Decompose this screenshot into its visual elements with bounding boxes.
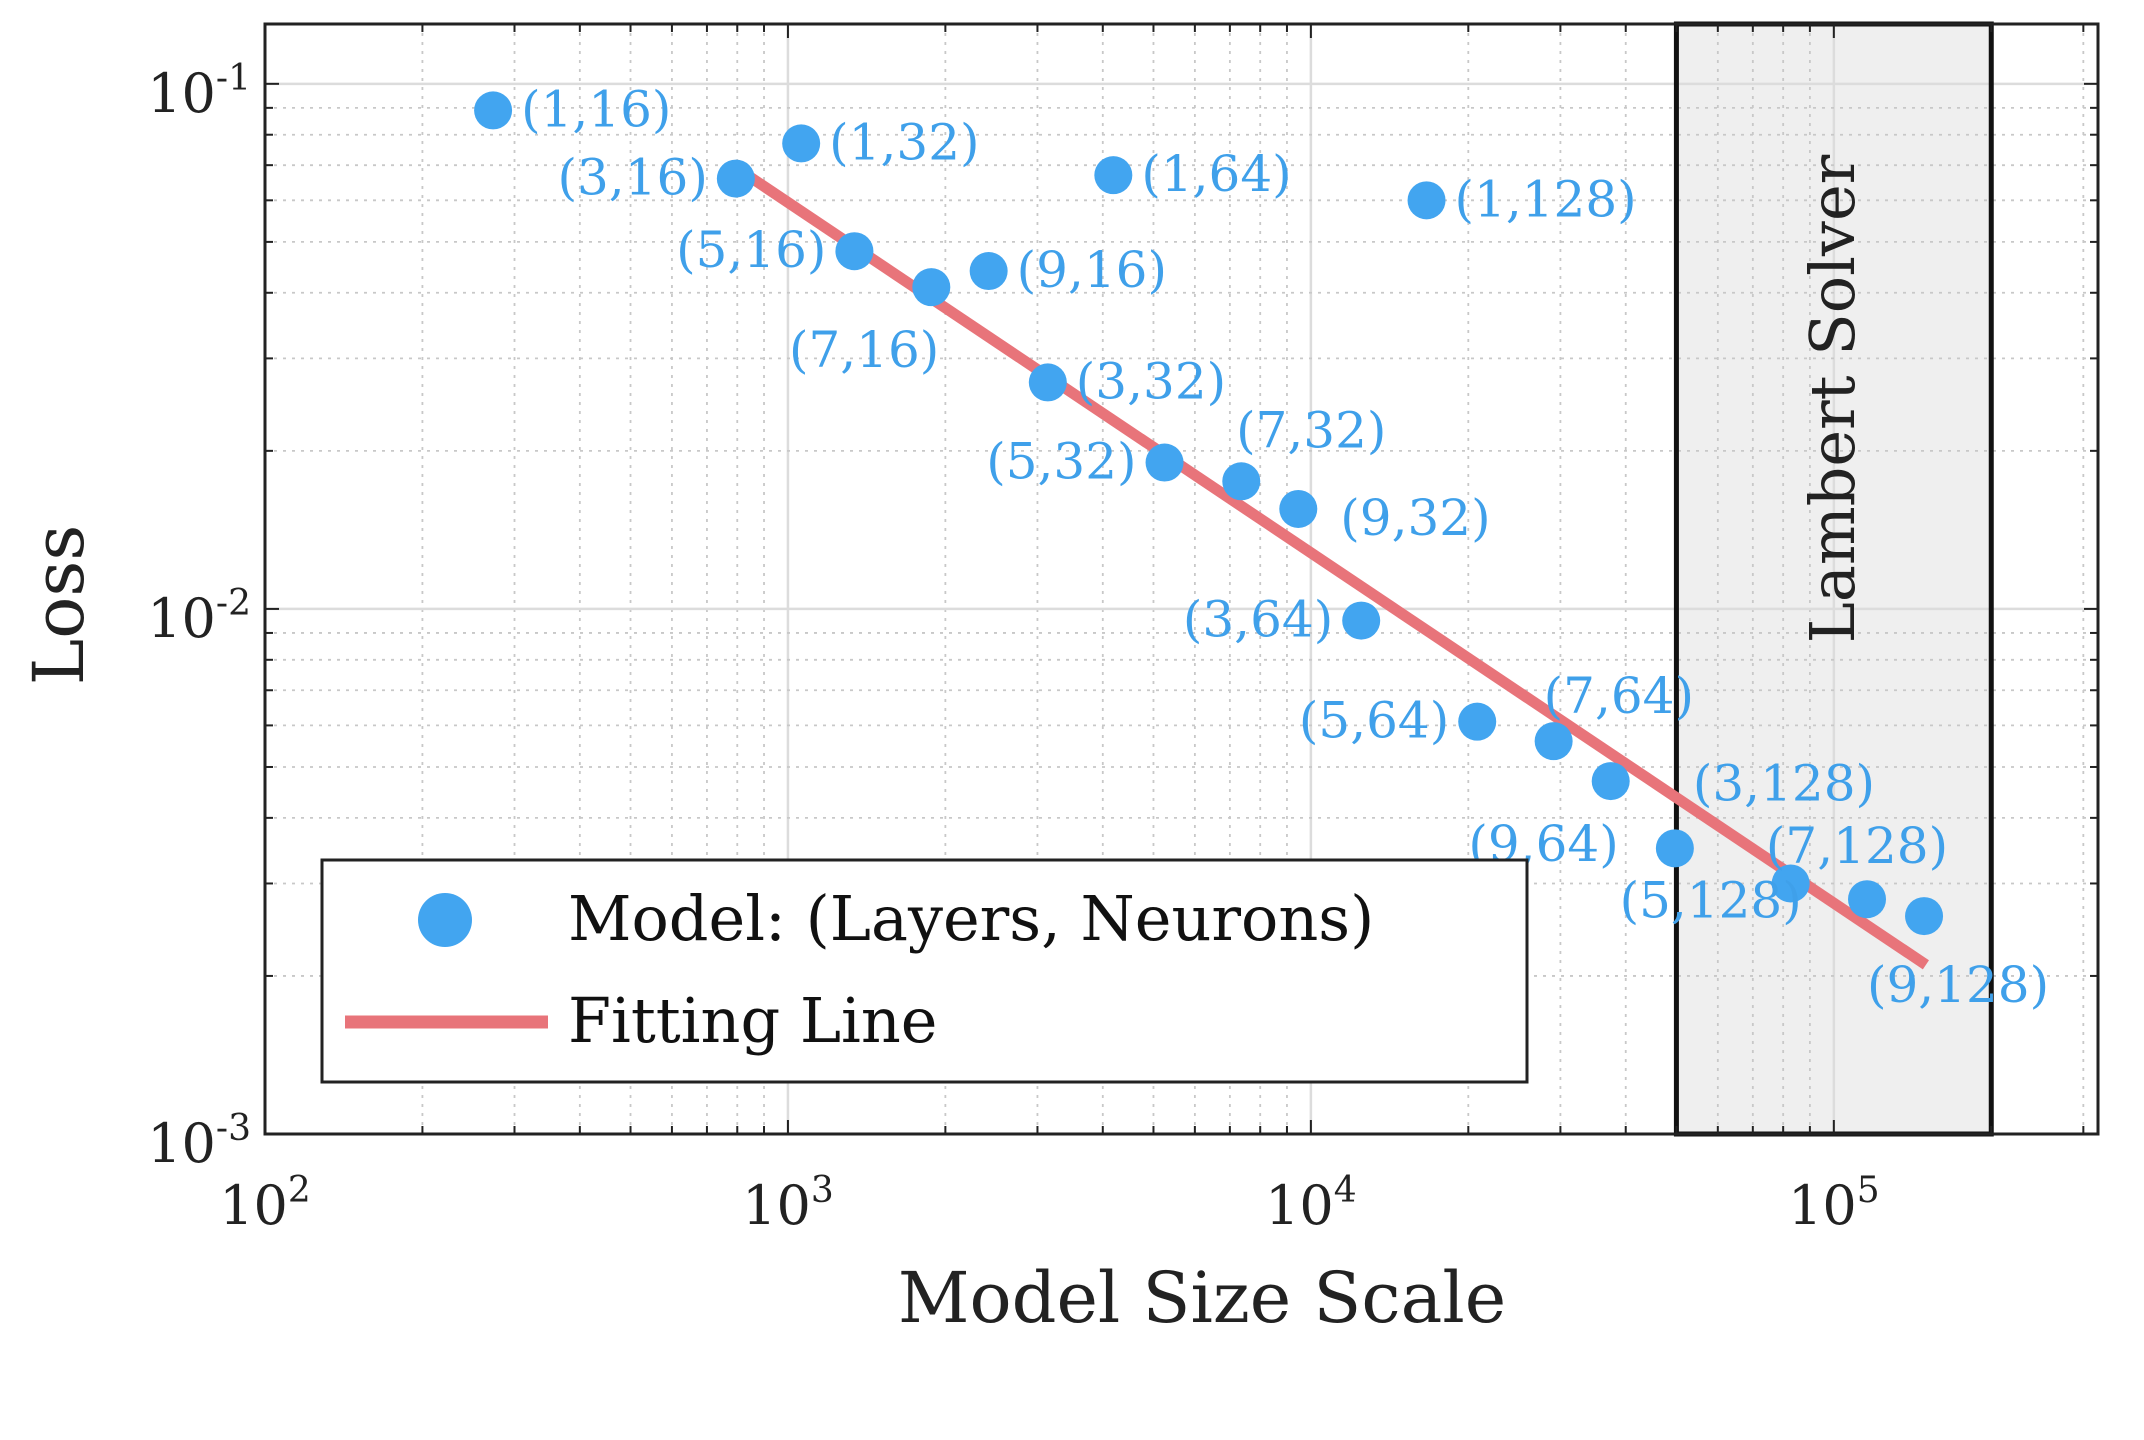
data-point-label: (3,128) xyxy=(1693,754,1875,812)
data-point-label: (3,64) xyxy=(1183,591,1333,649)
data-point xyxy=(1028,363,1067,402)
data-point xyxy=(912,268,951,307)
data-point-label: (1,32) xyxy=(829,113,979,171)
data-point xyxy=(1342,601,1381,640)
data-point xyxy=(1905,897,1944,936)
point-label-layer: (1,16) (1,32) (3,16) (1,64) (1,128) (5,16) (7,… xyxy=(521,80,2049,1014)
data-point-label: (1,16) xyxy=(521,80,671,138)
data-point xyxy=(716,159,755,198)
y-tick-label: 10-1 xyxy=(147,58,251,125)
data-point-label: (9,32) xyxy=(1340,489,1490,547)
data-point-label: (7,128) xyxy=(1766,817,1948,875)
data-point-label: (5,128) xyxy=(1620,871,1802,929)
legend: Model: (Layers, Neurons) Fitting Line xyxy=(320,858,1529,1084)
data-point-label: (9,128) xyxy=(1867,956,2049,1014)
x-tick-label: 104 xyxy=(1265,1170,1357,1237)
data-point xyxy=(1848,880,1887,919)
legend-label-scatter: Model: (Layers, Neurons) xyxy=(568,882,1374,955)
data-point-label: (5,64) xyxy=(1299,692,1449,750)
data-point-label: (9,16) xyxy=(1017,241,1167,299)
x-axis-label: Model Size Scale xyxy=(898,1257,1506,1339)
data-point-label: (3,32) xyxy=(1076,352,1226,410)
legend-box xyxy=(320,858,1529,1084)
data-point xyxy=(835,232,874,271)
data-point xyxy=(1222,462,1261,501)
data-point xyxy=(1534,722,1573,761)
data-point xyxy=(1145,443,1184,482)
lambert-solver-label: Lambert Solver xyxy=(1796,154,1869,643)
data-point-layer xyxy=(474,91,1944,936)
data-point xyxy=(1458,702,1497,741)
x-tick-label: 105 xyxy=(1788,1170,1880,1237)
data-point-label: (7,16) xyxy=(789,321,939,379)
data-point xyxy=(1771,864,1810,903)
data-point xyxy=(1407,181,1446,220)
data-point-label: (7,64) xyxy=(1544,667,1694,725)
axes-frame-layer: Lambert Solver xyxy=(263,21,2100,1137)
data-point xyxy=(782,124,821,163)
data-point-label: (5,32) xyxy=(986,433,1136,491)
data-point xyxy=(1655,829,1694,868)
y-tick-label: 10-2 xyxy=(147,583,251,650)
data-point-label: (7,32) xyxy=(1236,401,1386,459)
data-point-label: (1,64) xyxy=(1141,145,1291,203)
legend-label-line: Fitting Line xyxy=(568,984,937,1057)
data-point-label: (1,128) xyxy=(1455,170,1637,228)
data-point-label: (5,16) xyxy=(676,221,826,279)
legend-marker-scatter xyxy=(418,893,472,947)
data-point xyxy=(1279,489,1318,528)
x-tick-label: 102 xyxy=(219,1170,311,1237)
data-point xyxy=(1591,762,1630,801)
y-axis-label: Loss xyxy=(18,525,100,685)
y-tick-label: 10-3 xyxy=(147,1108,251,1175)
data-point xyxy=(1094,156,1133,195)
data-point-label: (3,16) xyxy=(557,149,707,207)
data-point xyxy=(474,91,513,130)
data-point xyxy=(969,252,1008,291)
x-tick-label: 103 xyxy=(742,1170,834,1237)
plot-area-frame xyxy=(263,22,2100,1136)
tick-label-layer: 102 103 104 105 10-1 10-2 10-3 xyxy=(147,58,1879,1237)
